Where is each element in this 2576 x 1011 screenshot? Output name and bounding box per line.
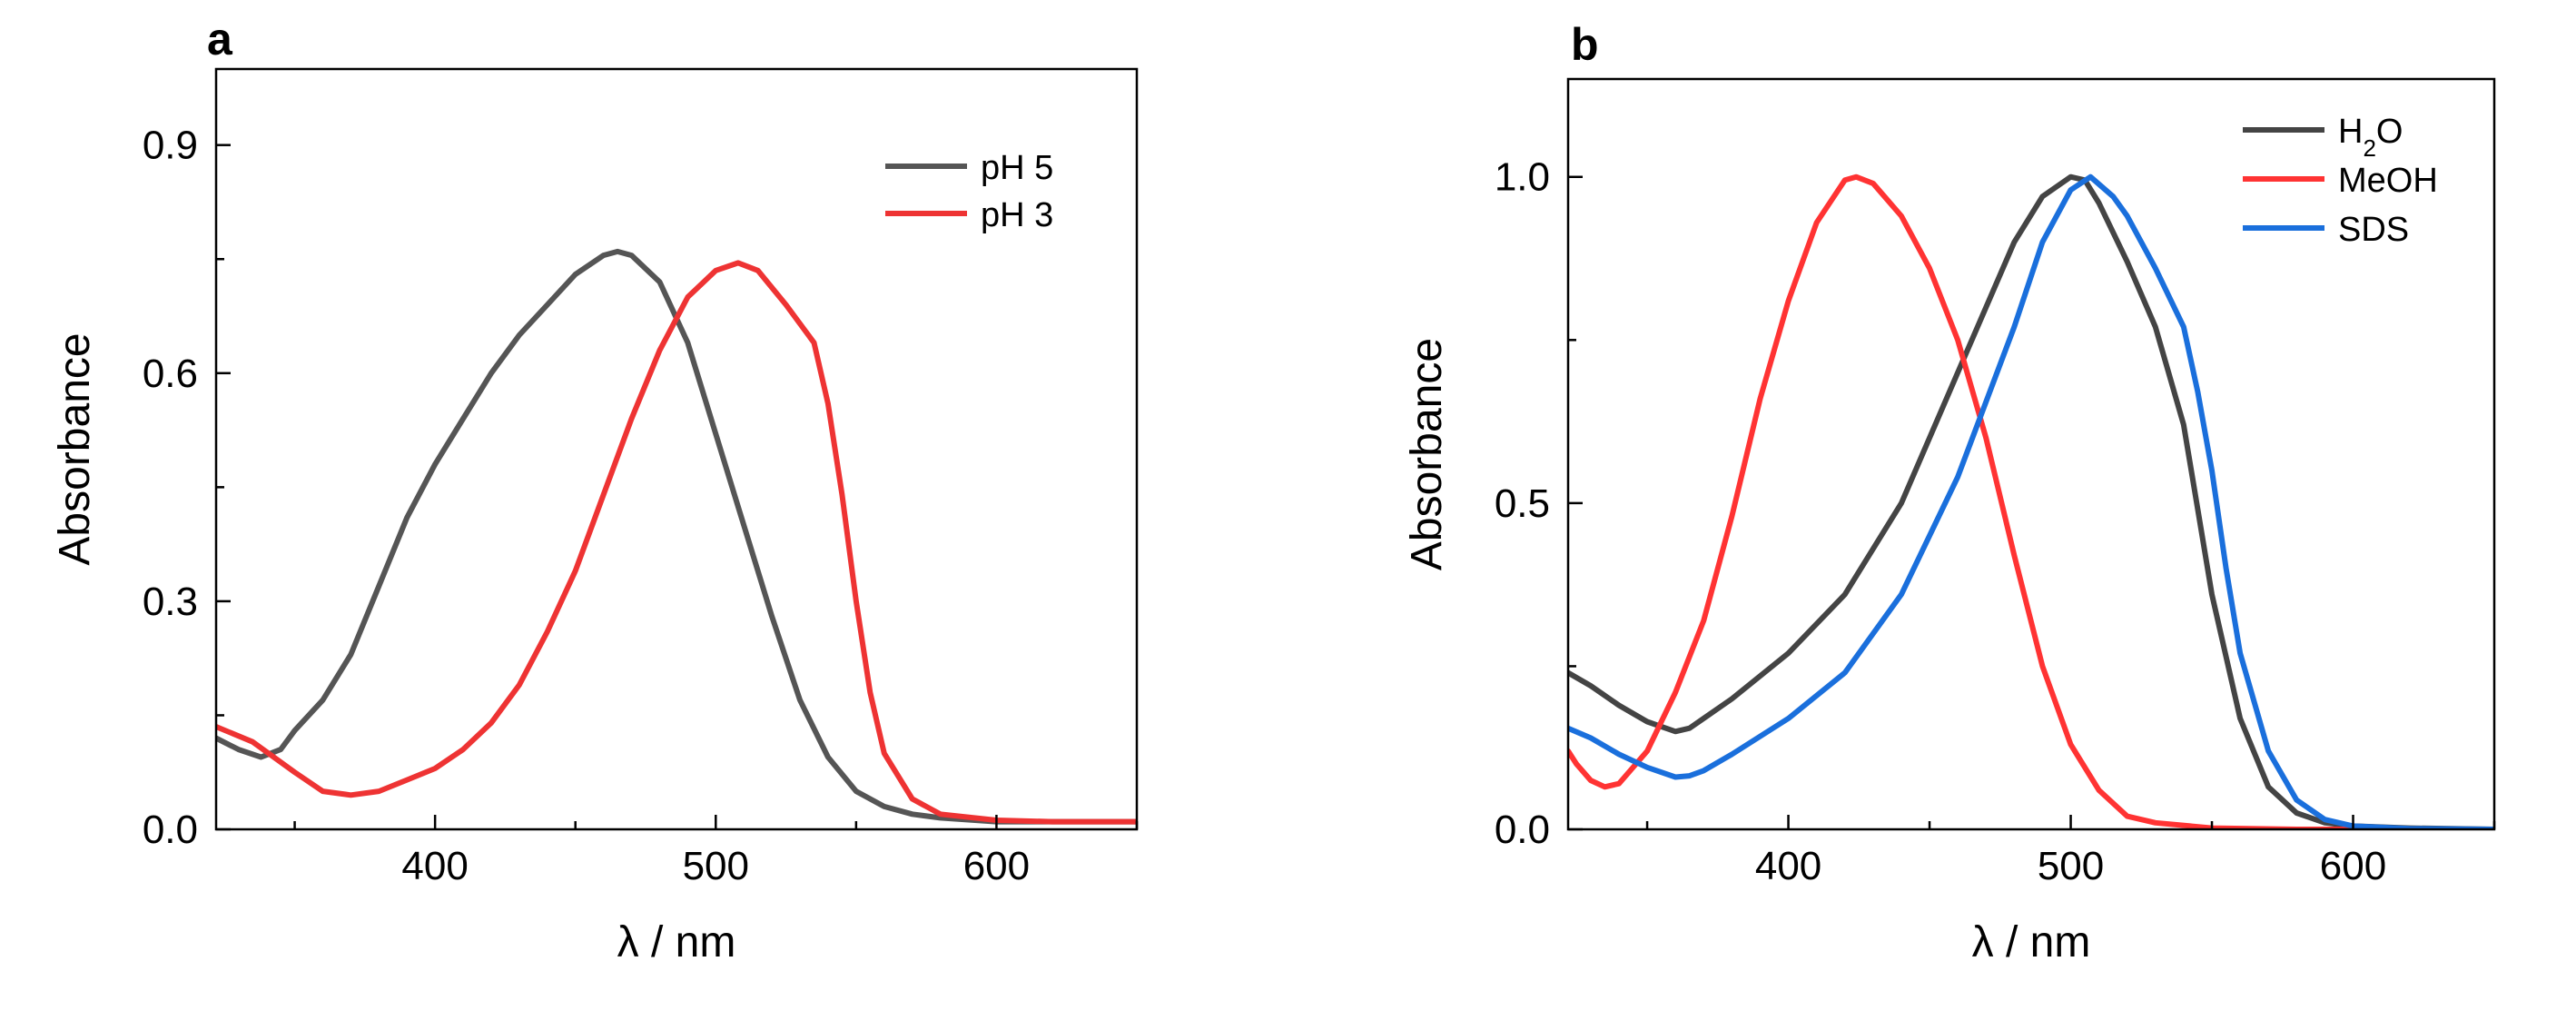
legend-label: pH 5 bbox=[981, 149, 1053, 187]
x-tick-label: 600 bbox=[2320, 844, 2386, 888]
y-tick-label: 0.9 bbox=[143, 124, 198, 168]
x-axis-label: λ / nm bbox=[617, 918, 736, 966]
y-tick-label: 0.6 bbox=[143, 352, 198, 396]
x-tick-label: 500 bbox=[683, 844, 749, 888]
x-tick-label: 600 bbox=[963, 844, 1030, 888]
plot-frame bbox=[1566, 77, 2496, 831]
x-axis-label: λ / nm bbox=[1972, 918, 2091, 966]
x-tick-label: 500 bbox=[2038, 844, 2104, 888]
series-line-ph-5 bbox=[216, 248, 1137, 825]
y-tick-label: 1.0 bbox=[1495, 155, 1550, 200]
x-tick-label: 400 bbox=[1755, 844, 1821, 888]
y-tick-label: 0.3 bbox=[143, 580, 198, 624]
series-line-h2o bbox=[1568, 173, 2494, 829]
panel-letter: b bbox=[1571, 19, 1599, 70]
x-tick-label: 400 bbox=[401, 844, 468, 888]
series-line-sds bbox=[1568, 173, 2494, 829]
legend-label: MeOH bbox=[2338, 162, 2438, 200]
y-tick-label: 0.0 bbox=[1495, 808, 1550, 852]
legend-label: pH 3 bbox=[981, 196, 1053, 234]
panel-letter: a bbox=[207, 14, 233, 64]
legend-label: H2O bbox=[2338, 113, 2403, 162]
y-axis-label: Absorbance bbox=[1403, 338, 1451, 570]
chart-panel-b: b 400 500 600 0.0 0.5 1.0 λ / nm Absorbance H2OMe… bbox=[1403, 19, 2496, 966]
chart-panel-a: a 400 500 600 0.0 0.3 0.6 0.9 λ / nm Absorbance pH… bbox=[51, 14, 1139, 966]
legend-label: SDS bbox=[2338, 211, 2409, 249]
y-tick-label: 0.0 bbox=[143, 808, 198, 852]
series-line-ph-3 bbox=[216, 260, 1137, 825]
legend: pH 5 pH 3 bbox=[885, 149, 1053, 234]
plot-frame bbox=[214, 67, 1139, 831]
y-axis-label: Absorbance bbox=[51, 332, 99, 565]
y-tick-label: 0.5 bbox=[1495, 481, 1550, 526]
